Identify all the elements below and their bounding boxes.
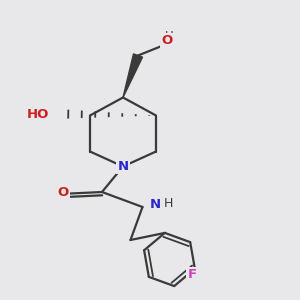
Text: N: N <box>150 198 161 211</box>
Text: O: O <box>161 34 172 47</box>
Text: O: O <box>57 186 69 199</box>
Text: HO: HO <box>27 107 50 121</box>
Text: H: H <box>165 29 174 43</box>
Text: H: H <box>164 197 173 210</box>
Text: N: N <box>117 160 129 173</box>
Polygon shape <box>123 54 142 98</box>
Text: F: F <box>187 268 196 281</box>
